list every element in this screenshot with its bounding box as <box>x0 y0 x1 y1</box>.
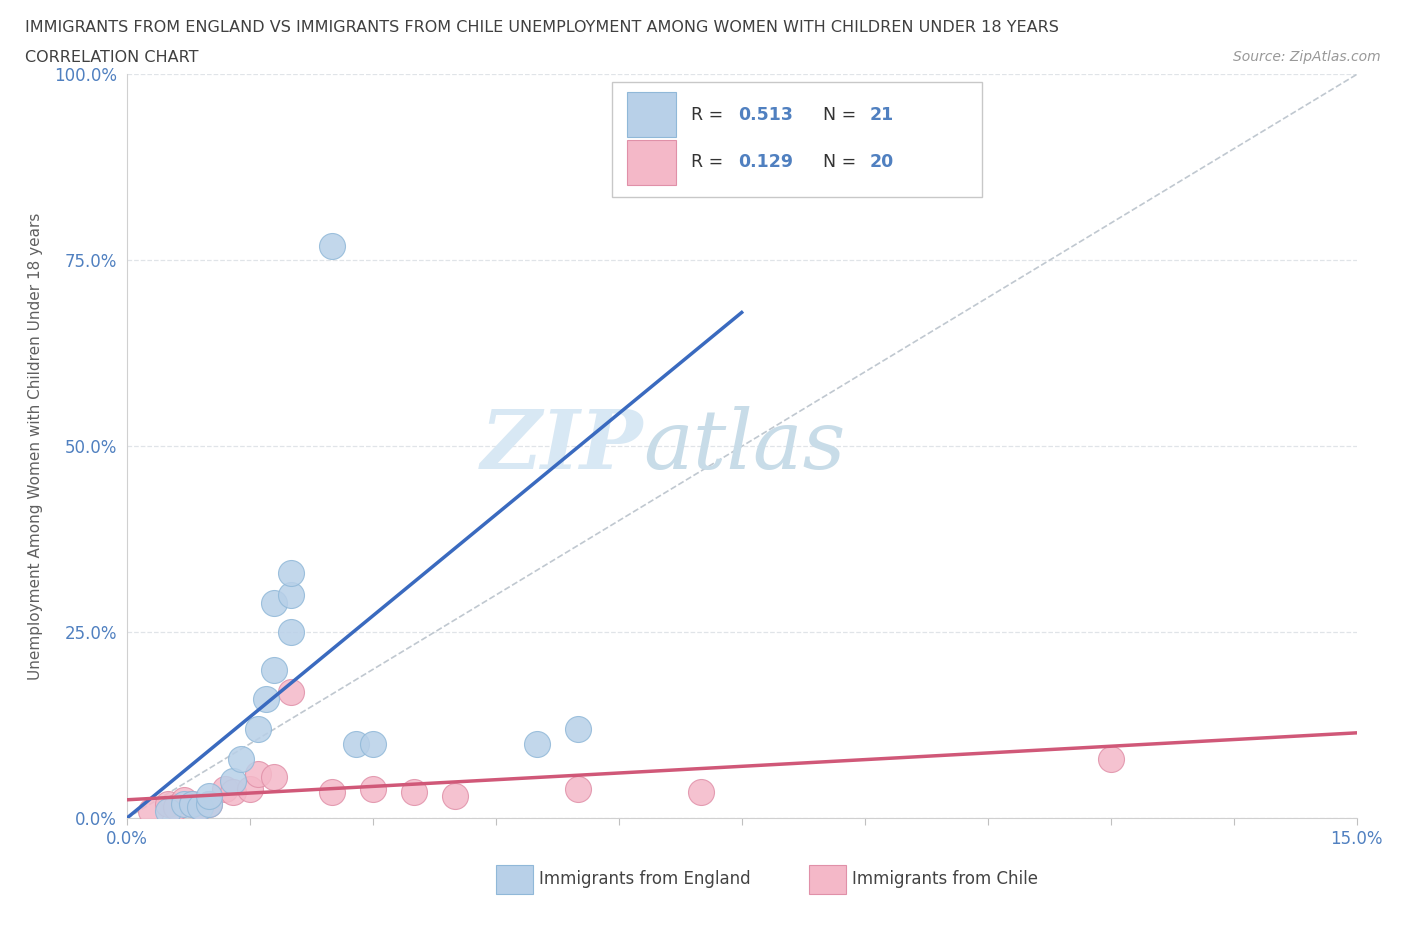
Text: 21: 21 <box>869 106 894 124</box>
Point <box>731 104 754 119</box>
Point <box>173 796 195 811</box>
Point <box>280 625 302 640</box>
Point <box>567 781 589 796</box>
Point <box>280 684 302 699</box>
Point <box>141 804 162 818</box>
Y-axis label: Unemployment Among Women with Children Under 18 years: Unemployment Among Women with Children U… <box>28 213 42 680</box>
Point <box>361 781 384 796</box>
Point <box>1099 751 1122 766</box>
Point <box>173 792 195 807</box>
Point <box>239 781 262 796</box>
Point <box>254 692 277 707</box>
Point <box>280 588 302 603</box>
Point <box>567 722 589 737</box>
Text: 0.129: 0.129 <box>738 153 793 171</box>
Point <box>197 796 219 811</box>
Text: 20: 20 <box>869 153 894 171</box>
Point <box>165 800 187 815</box>
Point <box>321 238 343 253</box>
Point <box>280 565 302 580</box>
Point <box>156 796 179 811</box>
Point <box>222 785 245 800</box>
Text: N =: N = <box>811 153 862 171</box>
Text: Source: ZipAtlas.com: Source: ZipAtlas.com <box>1233 50 1381 64</box>
Text: atlas: atlas <box>643 406 845 486</box>
Bar <box>627 140 676 184</box>
Point <box>197 796 219 811</box>
Point <box>526 737 548 751</box>
Point <box>222 774 245 789</box>
Point <box>321 785 343 800</box>
Point <box>263 662 285 677</box>
Point <box>188 800 212 815</box>
Text: Immigrants from Chile: Immigrants from Chile <box>852 870 1039 888</box>
Point <box>263 595 285 610</box>
Text: IMMIGRANTS FROM ENGLAND VS IMMIGRANTS FROM CHILE UNEMPLOYMENT AMONG WOMEN WITH C: IMMIGRANTS FROM ENGLAND VS IMMIGRANTS FR… <box>25 20 1059 35</box>
Text: R =: R = <box>692 106 728 124</box>
Bar <box>496 865 533 895</box>
Point <box>181 796 204 811</box>
Point <box>231 751 253 766</box>
Point <box>344 737 367 751</box>
Text: CORRELATION CHART: CORRELATION CHART <box>25 50 198 65</box>
Point <box>443 789 465 804</box>
FancyBboxPatch shape <box>613 82 981 197</box>
Bar <box>627 92 676 137</box>
Text: Immigrants from England: Immigrants from England <box>538 870 751 888</box>
Point <box>214 781 236 796</box>
Point <box>188 800 212 815</box>
Text: N =: N = <box>811 106 862 124</box>
Point <box>181 796 204 811</box>
Bar <box>810 865 846 895</box>
Point <box>197 789 219 804</box>
Point <box>402 785 425 800</box>
Point <box>361 737 384 751</box>
Point <box>156 804 179 818</box>
Text: ZIP: ZIP <box>481 406 643 486</box>
Point <box>246 722 269 737</box>
Point <box>263 770 285 785</box>
Text: R =: R = <box>692 153 728 171</box>
Point <box>246 766 269 781</box>
Point <box>689 785 711 800</box>
Text: 0.513: 0.513 <box>738 106 793 124</box>
